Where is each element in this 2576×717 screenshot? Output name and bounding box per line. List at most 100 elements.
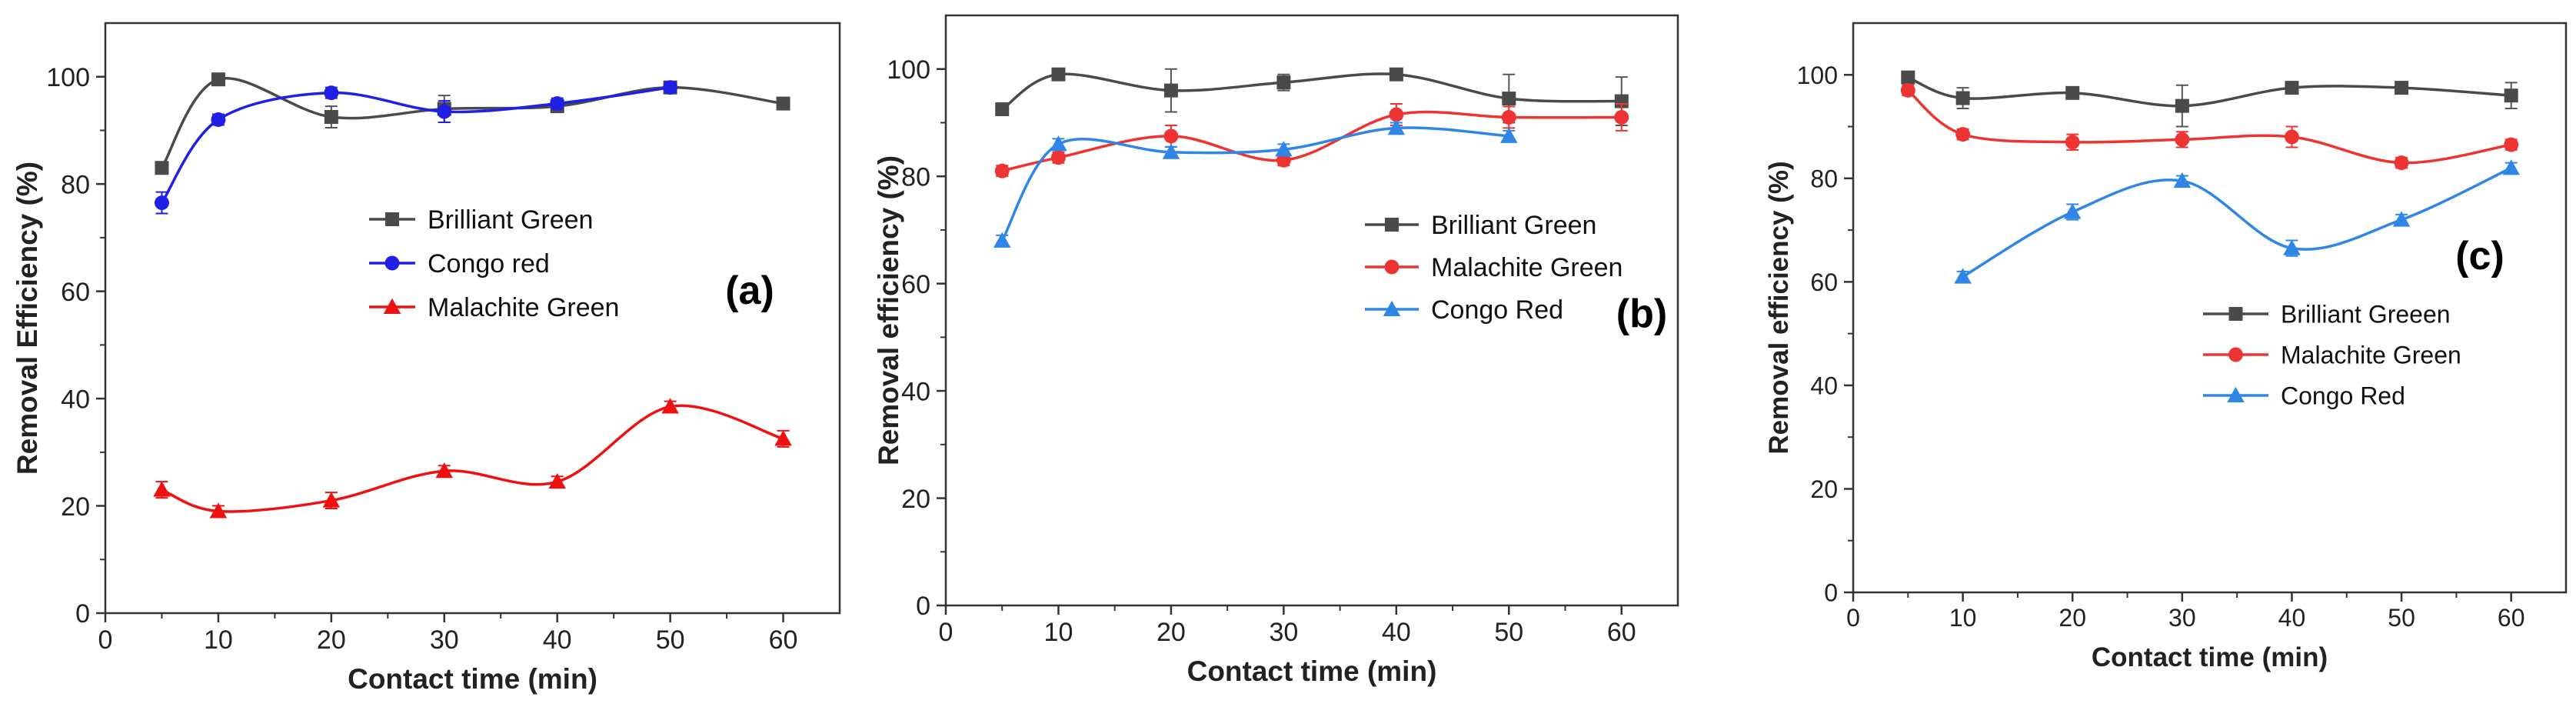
data-point	[435, 462, 454, 479]
legend-marker	[1384, 259, 1399, 275]
data-point	[994, 163, 1010, 178]
x-tick-label: 20	[2058, 604, 2086, 632]
data-point	[2502, 159, 2520, 175]
x-tick-label: 20	[317, 625, 346, 655]
data-point	[2175, 132, 2190, 147]
data-point	[2504, 137, 2519, 152]
y-tick-label: 40	[1810, 372, 1838, 399]
data-point	[2285, 81, 2299, 95]
x-tick-label: 10	[204, 625, 233, 655]
x-tick-label: 60	[2498, 604, 2525, 632]
legend-marker	[384, 255, 400, 271]
y-tick-label: 60	[901, 270, 930, 299]
chart-panel-2: 0 10 20 30 40 50 60 0 20 40 60 80 100 Contact time (m…	[873, 14, 1679, 687]
data-point	[1614, 110, 1629, 125]
data-point	[211, 72, 225, 87]
series-congo-red	[1954, 159, 2520, 284]
panel-label: (a)	[725, 268, 774, 313]
data-point	[2063, 203, 2082, 219]
y-tick-label: 40	[901, 377, 930, 406]
data-point	[2173, 172, 2192, 188]
x-tick-label: 50	[656, 625, 685, 655]
y-axis-title: Removal Efficiency (%)	[12, 162, 43, 475]
data-point	[155, 161, 169, 175]
x-tick-label: 40	[2278, 604, 2306, 632]
x-tick-label: 0	[1846, 604, 1860, 632]
x-tick-label: 40	[1382, 618, 1411, 647]
y-tick-label: 0	[75, 599, 90, 629]
data-point	[2392, 211, 2411, 227]
data-point	[2283, 239, 2301, 255]
data-point	[1163, 83, 1178, 98]
data-point	[1389, 67, 1403, 82]
legend-label: Malachite Green	[1431, 253, 1622, 282]
legend-label: Malachite Green	[428, 293, 619, 322]
x-tick-label: 0	[939, 618, 954, 647]
data-point	[2175, 98, 2189, 113]
data-point	[1901, 70, 1915, 85]
data-point	[324, 110, 338, 125]
x-tick-label: 60	[1607, 618, 1636, 647]
data-point	[1502, 92, 1516, 106]
x-tick-label: 20	[1157, 618, 1186, 647]
data-point	[2285, 129, 2299, 145]
y-tick-label: 100	[887, 55, 930, 85]
plot-frame	[104, 22, 841, 615]
y-tick-label: 100	[46, 63, 90, 92]
data-point	[211, 112, 226, 127]
x-tick-label: 30	[430, 625, 459, 655]
data-point	[1614, 94, 1629, 108]
y-tick-label: 0	[1824, 579, 1838, 607]
data-point	[1162, 143, 1180, 159]
data-point	[1500, 127, 1518, 143]
data-point	[1501, 110, 1516, 125]
data-point	[1389, 107, 1404, 122]
y-tick-label: 80	[901, 162, 930, 192]
data-point	[1387, 119, 1406, 135]
series-line	[1962, 166, 2512, 278]
panel-label: (c)	[2455, 234, 2504, 278]
chart-panel-1: 0 10 20 30 40 50 60 0 20 40 60 80 100 Contact time (m…	[12, 22, 841, 695]
legend-marker	[385, 212, 399, 226]
data-point	[774, 430, 792, 446]
y-axis-title: Removal efficiency (%)	[1764, 161, 1794, 454]
legend-label: Congo Red	[2281, 382, 2405, 410]
data-point	[322, 492, 341, 508]
data-point	[1275, 141, 1293, 157]
x-tick-label: 50	[1494, 618, 1523, 647]
series-brilliant-greeen	[1901, 70, 2518, 128]
legend-marker	[2228, 307, 2243, 321]
x-tick-label: 30	[1269, 618, 1298, 647]
series-congo-red	[993, 119, 1518, 248]
data-point	[1163, 128, 1179, 144]
data-point	[324, 85, 339, 101]
data-point	[663, 80, 678, 95]
chart-panel-3: 0 10 20 30 40 50 60 0 20 40 60 80 100 Contact time (m…	[1764, 22, 2568, 672]
data-point	[776, 96, 790, 111]
plot-frame	[944, 14, 1679, 607]
y-tick-label: 40	[61, 385, 90, 414]
legend-marker	[1383, 300, 1401, 316]
plot-frame	[1852, 22, 2568, 594]
x-tick-label: 50	[2388, 604, 2415, 632]
legend-label: Congo red	[428, 249, 550, 278]
y-tick-label: 20	[901, 485, 930, 514]
series-malachite-green	[153, 398, 792, 519]
data-point	[1051, 67, 1066, 82]
legend-label: Brilliant Green	[1431, 211, 1596, 240]
y-tick-label: 80	[61, 170, 90, 199]
data-point	[2394, 155, 2409, 171]
data-point	[1900, 83, 1915, 98]
x-axis-title: Contact time (min)	[348, 663, 597, 695]
y-tick-label: 100	[1797, 62, 1838, 89]
data-point	[437, 104, 452, 119]
legend-marker	[2228, 347, 2243, 362]
legend-label: Congo Red	[1431, 295, 1563, 325]
series-malachite-green	[994, 103, 1629, 178]
data-point	[2504, 88, 2518, 103]
y-tick-label: 60	[61, 278, 90, 307]
data-point	[2065, 85, 2080, 100]
data-point	[1276, 152, 1291, 168]
